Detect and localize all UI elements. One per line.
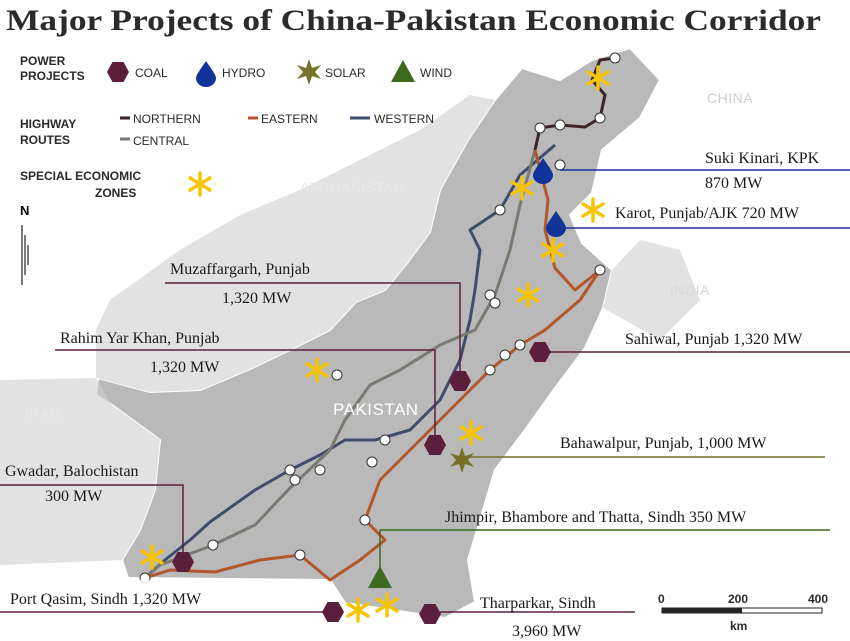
- project-label: 870 MW: [705, 175, 763, 192]
- legend-heading: HIGHWAY: [20, 117, 76, 131]
- legend-heading: ZONES: [95, 186, 136, 200]
- project-label: Rahim Yar Khan, Punjab: [60, 330, 220, 347]
- legend-label: NORTHERN: [133, 112, 201, 126]
- legend-label: SOLAR: [325, 66, 366, 80]
- legend-heading: POWER: [20, 54, 66, 68]
- project-label: Jhimpir, Bhambore and Thatta, Sindh 350 …: [445, 509, 747, 526]
- scale-tick: 200: [728, 592, 748, 606]
- project-label: 300 MW: [45, 488, 103, 505]
- north-arrow: [21, 225, 29, 285]
- country-label: INDIA: [670, 282, 710, 298]
- country-label: CHINA: [707, 90, 753, 106]
- project-label: 1,320 MW: [150, 359, 220, 376]
- legend-label: CENTRAL: [133, 134, 189, 148]
- north-label: N: [20, 203, 29, 218]
- project-label: Bahawalpur, Punjab, 1,000 MW: [560, 435, 767, 452]
- neighbour-land: [603, 240, 700, 340]
- project-label: Tharparkar, Sindh: [480, 595, 596, 612]
- eastern-route: [144, 149, 602, 582]
- project-label: 1,320 MW: [222, 290, 292, 307]
- title: Major Projects of China-Pakistan Economi…: [6, 4, 821, 37]
- legend-heading: PROJECTS: [20, 69, 85, 83]
- project-label: Karot, Punjab/AJK 720 MW: [615, 205, 800, 222]
- legend-label: WESTERN: [374, 112, 434, 126]
- legend-heading: SPECIAL ECONOMIC: [20, 169, 141, 183]
- legend-label: COAL: [135, 66, 168, 80]
- project-label: Muzaffargarh, Punjab: [170, 261, 310, 278]
- project-label: Suki Kinari, KPK: [705, 150, 820, 167]
- scale-unit: km: [730, 619, 747, 633]
- legend-label: HYDRO: [222, 66, 265, 80]
- project-label: Port Qasim, Sindh 1,320 MW: [10, 591, 202, 608]
- project-labels: Suki Kinari, KPK 870 MW Karot, Punjab/AJ…: [5, 150, 820, 640]
- legend: POWER PROJECTS COAL HYDRO SOLAR WIND HIG…: [20, 54, 452, 200]
- leader-lines: [0, 169, 850, 613]
- project-label: Sahiwal, Punjab 1,320 MW: [625, 331, 803, 348]
- legend-label: EASTERN: [261, 112, 318, 126]
- central-route: [144, 149, 537, 580]
- legend-label: WIND: [420, 66, 452, 80]
- project-label: 3,960 MW: [512, 623, 582, 640]
- scale-bar: 0 200 400 km: [658, 592, 828, 633]
- western-route: [143, 143, 556, 580]
- project-label: Gwadar, Balochistan: [5, 463, 139, 480]
- scale-tick: 0: [658, 592, 665, 606]
- label-bg: [0, 580, 320, 610]
- country-label: IRAN: [25, 405, 60, 421]
- legend-heading: ROUTES: [20, 133, 70, 147]
- scale-tick: 400: [808, 592, 828, 606]
- country-label: AFGHANISTAN: [300, 179, 404, 195]
- neighbour-land: [0, 378, 160, 565]
- country-label: PAKISTAN: [333, 400, 419, 419]
- neighbour-land: [96, 95, 495, 392]
